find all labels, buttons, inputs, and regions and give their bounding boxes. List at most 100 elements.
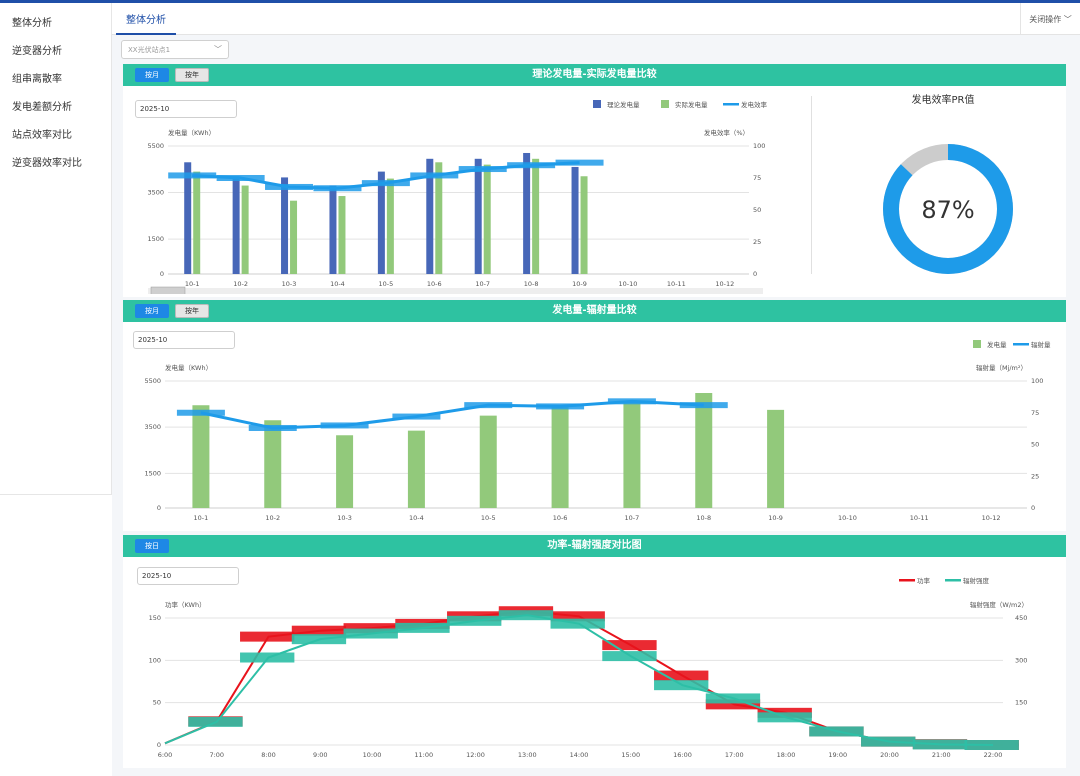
date-input[interactable]: 2025-10 xyxy=(137,567,239,585)
bar-实际发电量 xyxy=(338,196,346,274)
bar-line-chart: 发电量（KWh） 发电效率（%） 0 1500 3500 5500 0 25 50 75 100 10… xyxy=(147,100,768,294)
line-point-辐射量 xyxy=(176,409,225,416)
date-input[interactable]: 2025-10 xyxy=(133,331,235,349)
bar-实际发电量 xyxy=(290,200,298,274)
y2-tick-label: 25 xyxy=(1031,472,1039,480)
legend-swatch xyxy=(945,579,961,582)
bar-发电量 xyxy=(695,393,713,508)
line-point-发电效率 xyxy=(410,172,459,179)
x-tick-label: 9:00 xyxy=(313,751,328,759)
sidebar: 整体分析 逆变器分析 组串离散率 发电差额分析 站点效率对比 逆变器效率对比 xyxy=(0,3,112,495)
panel-header: 发电量-辐射量比较 按月 按年 xyxy=(123,300,1066,322)
line-point-发电效率 xyxy=(507,162,556,169)
y2-tick-label: 50 xyxy=(753,206,761,214)
y2-tick-label: 100 xyxy=(1031,377,1043,385)
site-select-value: XX光伏站点1 xyxy=(128,46,171,54)
y2-tick-label: 150 xyxy=(1015,699,1027,707)
bar-实际发电量 xyxy=(483,164,491,274)
power-segment-line xyxy=(164,610,994,746)
bar-理论发电量 xyxy=(571,166,579,274)
irradiance-segment xyxy=(240,652,295,663)
legend-swatch xyxy=(661,100,669,108)
y2-tick-label: 75 xyxy=(753,174,761,182)
by-year-button[interactable]: 按年 xyxy=(175,304,209,318)
x-tick-label: 10-6 xyxy=(427,280,442,288)
bar-发电量 xyxy=(767,409,785,508)
x-tick-label: 10-12 xyxy=(715,280,734,288)
date-input[interactable]: 2025-10 xyxy=(135,100,237,118)
chevron-down-icon: ﹀ xyxy=(1061,15,1072,24)
legend-swatch xyxy=(593,100,601,108)
by-month-button[interactable]: 按月 xyxy=(135,68,169,82)
bar-实际发电量 xyxy=(193,171,201,274)
panel-title: 理论发电量-实际发电量比较 xyxy=(532,69,657,80)
x-tick-label: 10-2 xyxy=(265,514,280,522)
y2-tick-label: 50 xyxy=(1031,441,1039,449)
x-tick-label: 10-2 xyxy=(233,280,248,288)
by-year-button[interactable]: 按年 xyxy=(175,68,209,82)
line-point-发电效率 xyxy=(313,185,362,192)
x-tick-label: 16:00 xyxy=(673,751,692,759)
y2-tick-label: 0 xyxy=(753,270,757,278)
y-tick-label: 1500 xyxy=(144,469,161,477)
sidebar-item-overall[interactable]: 整体分析 xyxy=(12,18,52,29)
x-tick-label: 18:00 xyxy=(777,751,796,759)
legend-label: 发电效率 xyxy=(741,100,768,109)
y-tick-label: 0 xyxy=(157,741,161,749)
line-point-辐射量 xyxy=(679,402,728,409)
sidebar-item-inverter-efficiency[interactable]: 逆变器效率对比 xyxy=(12,158,82,169)
pr-value: 87% xyxy=(921,196,974,224)
y2-tick-label: 25 xyxy=(753,238,761,246)
y-tick-label: 0 xyxy=(160,270,164,278)
close-operations-button[interactable]: 关闭操作 ﹀ xyxy=(1020,3,1080,35)
by-day-button[interactable]: 按日 xyxy=(135,539,169,553)
x-tick-label: 10-7 xyxy=(625,514,640,522)
by-month-button[interactable]: 按月 xyxy=(135,304,169,318)
x-tick-label: 10-8 xyxy=(524,280,539,288)
y-tick-label: 5500 xyxy=(144,377,161,385)
x-tick-label: 10-3 xyxy=(282,280,297,288)
legend-label: 实际发电量 xyxy=(675,100,708,109)
x-tick-label: 10-11 xyxy=(910,514,929,522)
x-tick-label: 13:00 xyxy=(518,751,537,759)
site-select[interactable]: XX光伏站点1 ﹀ xyxy=(121,40,229,59)
x-tick-label: 10-6 xyxy=(553,514,568,522)
sidebar-item-inverter[interactable]: 逆变器分析 xyxy=(12,46,62,57)
y-tick-label: 3500 xyxy=(144,423,161,431)
x-tick-label: 10-9 xyxy=(768,514,783,522)
x-tick-label: 20:00 xyxy=(880,751,899,759)
line-point-辐射量 xyxy=(464,402,513,409)
irradiance-segment-line xyxy=(164,614,994,746)
x-tick-label: 10-1 xyxy=(194,514,209,522)
bar-实际发电量 xyxy=(580,176,588,274)
tab-bar: 整体分析 关闭操作 ﹀ xyxy=(112,3,1080,35)
x-tick-label: 11:00 xyxy=(414,751,433,759)
top-accent-bar xyxy=(0,0,1080,3)
y2-tick-label: 0 xyxy=(1031,504,1035,512)
line-point-发电效率 xyxy=(555,159,604,166)
bar-实际发电量 xyxy=(241,185,249,274)
x-tick-label: 10-7 xyxy=(475,280,490,288)
sidebar-item-site-efficiency[interactable]: 站点效率对比 xyxy=(12,130,72,141)
x-tick-label: 12:00 xyxy=(466,751,485,759)
line-point-发电效率 xyxy=(168,172,217,179)
bar-发电量 xyxy=(623,400,641,508)
x-tick-label: 14:00 xyxy=(570,751,589,759)
x-tick-label: 10-9 xyxy=(572,280,587,288)
bar-实际发电量 xyxy=(386,178,394,274)
legend-label: 发电量 xyxy=(987,340,1007,349)
legend-swatch xyxy=(899,579,915,582)
panel-header: 理论发电量-实际发电量比较 按月 按年 xyxy=(123,64,1066,86)
line-point-发电效率 xyxy=(361,180,410,187)
tab-overall-analysis[interactable]: 整体分析 xyxy=(116,11,176,35)
line-chart: 功率（KWh）辐射强度（W/m2）05010015001503004506:00… xyxy=(149,576,1028,759)
x-tick-label: 10-1 xyxy=(185,280,200,288)
x-tick-label: 19:00 xyxy=(828,751,847,759)
x-tick-label: 6:00 xyxy=(158,751,173,759)
y-axis-label: 发电量（KWh） xyxy=(168,128,215,137)
line-point-辐射量 xyxy=(248,424,297,431)
chevron-down-icon: ﹀ xyxy=(214,45,222,54)
x-tick-label: 10:00 xyxy=(363,751,382,759)
sidebar-item-generation-gap[interactable]: 发电差额分析 xyxy=(12,102,72,113)
sidebar-item-string-dispersion[interactable]: 组串离散率 xyxy=(12,74,62,85)
